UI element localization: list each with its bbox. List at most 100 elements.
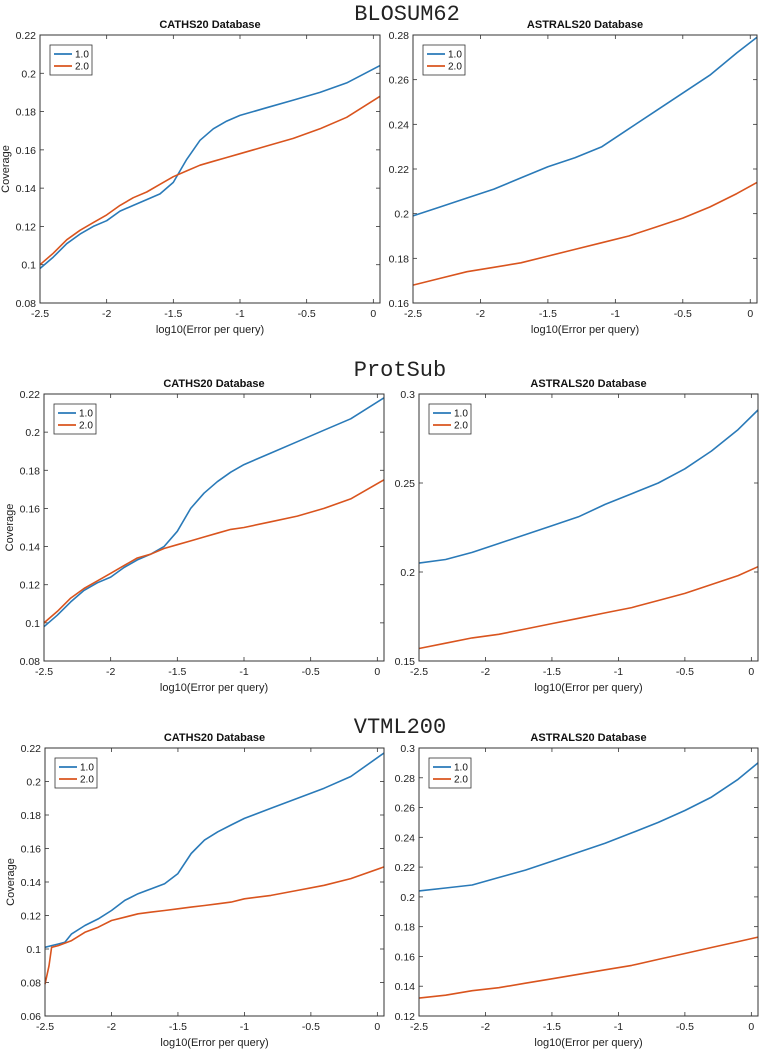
x-axis-label: log10(Error per query) [160,682,268,694]
x-axis-label: log10(Error per query) [156,324,264,336]
legend-entry: 1.0 [448,50,462,61]
y-tick-label: 0.26 [395,803,416,815]
y-tick-label: 0.15 [395,656,416,668]
plot-frame [412,34,758,304]
y-tick-label: 0.18 [21,810,42,822]
x-tick-label: -1.5 [164,308,182,320]
legend-box [422,44,466,76]
series-line-2-0 [412,181,758,286]
panel-title: CATHS20 Database [159,19,260,31]
y-tick-label: 0.12 [16,221,37,233]
y-tick-label: 0.14 [16,183,37,195]
chart-panel-3: CATHS20 Database -2.5 -2 -1.5 -1 -0.5 0 0.08 0.1… [4,378,385,694]
y-tick-label: 0.08 [21,978,42,990]
legend-entry: 2.0 [454,775,468,786]
chart-panel-4: ASTRALS20 Database -2.5 -2 -1.5 -1 -0.5 0 0.15 0… [395,378,759,694]
y-axis-label: Coverage [4,504,16,552]
y-tick-label: 0.06 [21,1011,42,1023]
y-tick-label: 0.16 [389,298,410,310]
group-title-blosum62: BLOSUM62 [354,2,460,27]
y-tick-label: 0.2 [25,427,40,439]
y-tick-label: 0.14 [21,877,42,889]
plot-background [419,748,758,1016]
chart-panel-2: ASTRALS20 Database -2.5 -2 -1.5 -1 -0.5 0 0.16 0… [389,19,758,336]
chart-panel-5: CATHS20 Database -2.5 -2 -1.5 -1 -0.5 0 0.06 0.0… [5,732,385,1049]
x-tick-label: -0.5 [676,1021,694,1033]
panel-title: ASTRALS20 Database [527,19,643,31]
x-tick-label: 0 [370,308,376,320]
legend: 1.02.0 [428,757,472,789]
y-tick-label: 0.1 [21,260,36,272]
legend-entry: 1.0 [454,763,468,774]
plot-frame [418,747,759,1017]
y-tick-label: 0.12 [21,911,42,923]
x-tick-label: -2.5 [404,308,422,320]
plot-background [45,748,384,1016]
x-tick-label: -1.5 [169,1021,187,1033]
y-tick-label: 0.22 [16,30,37,42]
legend-box [49,44,93,76]
y-tick-label: 0.24 [395,832,416,844]
legend-entry: 2.0 [79,421,93,432]
legend: 1.02.0 [428,403,472,435]
series-line-1-0 [418,762,759,892]
x-tick-label: -1.5 [168,666,186,678]
y-tick-label: 0.22 [21,743,42,755]
x-tick-label: -1.5 [539,308,557,320]
x-tick-label: 0 [747,308,753,320]
y-tick-label: 0.08 [20,656,41,668]
x-tick-label: -0.5 [298,308,316,320]
plot-frame [43,393,385,662]
legend-entry: 2.0 [75,62,89,73]
y-tick-label: 0.26 [389,75,410,87]
y-tick-label: 0.2 [394,209,409,221]
legend: 1.02.0 [54,757,98,789]
legend: 1.02.0 [49,44,93,76]
x-tick-label: -0.5 [302,1021,320,1033]
x-tick-label: -2 [481,1021,490,1033]
x-axis-label: log10(Error per query) [531,324,639,336]
series-line-1-0 [43,397,385,628]
plot-frame [44,747,385,1017]
y-tick-label: 0.1 [25,618,40,630]
x-tick-label: -1.5 [543,1021,561,1033]
y-tick-label: 0.18 [20,465,41,477]
y-tick-label: 0.2 [400,892,415,904]
y-tick-label: 0.2 [21,68,36,80]
panel-title: ASTRALS20 Database [530,378,646,390]
legend-entry: 1.0 [79,409,93,420]
legend-entry: 1.0 [75,50,89,61]
chart-panel-1: CATHS20 Database -2.5 -2 -1.5 -1 -0.5 0 0.08 0.1… [0,19,381,336]
plot-frame [418,393,759,662]
x-tick-label: -1 [239,666,248,678]
x-tick-label: -0.5 [302,666,320,678]
y-tick-label: 0.28 [395,773,416,785]
y-tick-label: 0.14 [20,542,41,554]
y-tick-label: 0.16 [21,844,42,856]
plot-background [44,394,384,661]
x-tick-label: -2.5 [410,666,428,678]
y-tick-label: 0.3 [400,389,415,401]
x-axis-label: log10(Error per query) [160,1037,268,1049]
x-tick-label: 0 [748,666,754,678]
y-tick-label: 0.1 [26,944,41,956]
x-axis-label: log10(Error per query) [534,1037,642,1049]
legend-box [53,403,97,435]
y-tick-label: 0.18 [389,253,410,265]
group-title-protsub: ProtSub [354,358,446,383]
x-tick-label: -2 [481,666,490,678]
y-tick-label: 0.16 [395,951,416,963]
x-tick-label: -1 [614,666,623,678]
plot-frame [39,34,381,304]
plot-background [413,35,757,303]
x-axis-label: log10(Error per query) [534,682,642,694]
legend: 1.02.0 [422,44,466,76]
series-line-2-0 [418,565,759,650]
panel-title: CATHS20 Database [163,378,264,390]
series-line-2-0 [44,866,385,985]
x-tick-label: 0 [748,1021,754,1033]
x-tick-label: -1.5 [543,666,561,678]
series-line-1-0 [39,64,381,270]
plot-background [40,35,380,303]
y-tick-label: 0.22 [20,389,41,401]
